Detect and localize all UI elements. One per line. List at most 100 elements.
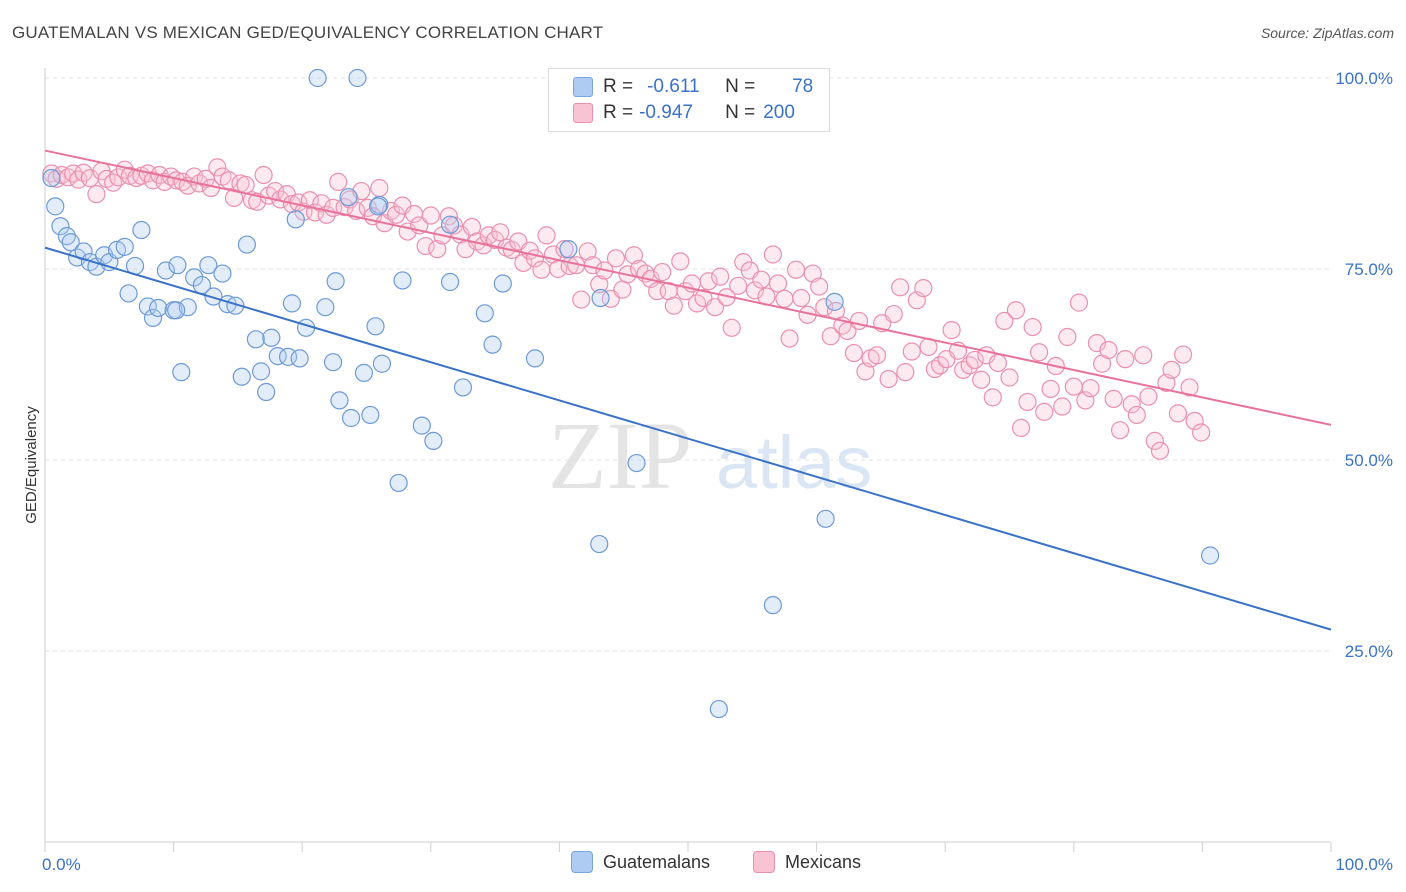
guatemalan-point	[268, 346, 287, 366]
mexican-point	[1174, 345, 1193, 364]
mexicans-points	[42, 158, 1211, 460]
guatemalan-point	[262, 328, 281, 347]
legend-item-guatemalans: Guatemalans	[571, 851, 710, 873]
watermark-zip: ZIP	[548, 402, 692, 509]
mexican-point	[768, 274, 788, 293]
mexican-point	[1069, 293, 1089, 312]
mexican-point	[653, 262, 672, 282]
guatemalan-point	[42, 168, 61, 188]
mexican-point	[254, 165, 273, 185]
mexican-point	[1087, 334, 1107, 353]
legend-label-guatemalans: Guatemalans	[603, 851, 711, 872]
legend-label-mexicans: Mexicans	[785, 851, 862, 872]
mexican-point	[606, 249, 626, 268]
mexican-point	[329, 172, 348, 192]
mexican-point	[879, 369, 898, 389]
mexican-point	[891, 278, 910, 297]
mexican-point	[1150, 441, 1170, 460]
mexican-point	[312, 194, 331, 213]
guatemalan-point	[559, 240, 578, 259]
mexican-point	[965, 350, 984, 370]
guatemalan-point	[143, 308, 163, 327]
x-tick-label: 0.0%	[42, 855, 81, 874]
mexican-point	[532, 260, 551, 279]
mexican-point	[1081, 379, 1100, 398]
guatemalan-point	[361, 405, 380, 425]
guatemalan-point	[372, 354, 392, 373]
guatemalan-point	[286, 210, 305, 229]
guatemalan-point	[393, 271, 412, 290]
mexican-point	[849, 311, 869, 331]
guatemalan-point	[290, 349, 309, 368]
mexican-point	[590, 275, 609, 294]
guatemalan-point	[185, 268, 204, 287]
guatemalan-point	[172, 363, 191, 382]
mexican-point	[1127, 405, 1146, 425]
guatemalan-point	[475, 304, 494, 323]
mexican-point	[1058, 327, 1077, 347]
guatemalan-point	[412, 416, 431, 435]
x-tick-label: 100.0%	[1335, 855, 1393, 874]
guatemalan-point	[46, 197, 65, 216]
guatemalan-point	[627, 453, 646, 473]
legend-swatch-guatemalans	[573, 77, 593, 97]
guatemalan-point	[348, 68, 367, 88]
mexican-point	[745, 281, 764, 300]
mexican-point	[386, 205, 406, 224]
axes	[44, 68, 1332, 852]
guatemalan-point	[525, 349, 545, 368]
mexican-point	[1064, 377, 1083, 396]
series-legend: Guatemalans Mexicans	[0, 851, 1406, 877]
mexican-point	[1134, 346, 1153, 365]
mexican-point	[1104, 389, 1123, 408]
mexican-point	[896, 363, 915, 382]
mexican-point	[613, 280, 632, 299]
guatemalan-point	[282, 294, 302, 313]
mexican-point	[942, 321, 961, 340]
legend-item-mexicans: Mexicans	[753, 851, 861, 873]
mexican-point	[109, 168, 128, 187]
guatemalan-point	[339, 188, 358, 207]
mexican-point	[1023, 317, 1042, 337]
guatemalan-point	[51, 217, 70, 236]
mexican-point	[572, 290, 591, 309]
guatemalan-point	[825, 292, 844, 311]
guatemalan-point	[366, 317, 385, 336]
legend-swatch-mexicans	[753, 851, 775, 873]
mexican-point	[1162, 360, 1181, 379]
guatemalan-point	[316, 298, 335, 317]
guatemalan-point	[213, 264, 232, 283]
mexican-point	[821, 327, 840, 346]
mexican-point	[1035, 402, 1054, 421]
guatemalan-point	[424, 431, 443, 450]
mexican-point	[664, 296, 683, 315]
mexican-point	[1122, 395, 1141, 414]
mexican-point	[1000, 368, 1019, 387]
mexican-point	[1041, 379, 1060, 399]
chart-source: Source: ZipAtlas.com	[1260, 25, 1394, 41]
mexican-point	[763, 245, 782, 264]
guatemalan-point	[246, 330, 266, 349]
guatemalan-point	[257, 382, 276, 402]
guatemalan-point	[156, 261, 175, 280]
mexican-point	[960, 356, 979, 375]
mexican-point	[1145, 431, 1164, 450]
y-tick-label: 75.0%	[1345, 260, 1393, 279]
mexican-point	[722, 318, 741, 337]
guatemalans-trend-line	[44, 246, 1332, 631]
y-tick-label: 100.0%	[1335, 69, 1393, 88]
mexican-point	[914, 279, 933, 298]
n-value: 200	[763, 102, 795, 123]
mexican-point	[208, 158, 227, 177]
chart-title: GUATEMALAN VS MEXICAN GED/EQUIVALENCY CO…	[12, 23, 604, 42]
mexican-point	[983, 388, 1002, 407]
y-axis-label: GED/Equivalency	[23, 406, 40, 524]
mexican-point	[815, 298, 834, 317]
guatemalan-point	[278, 347, 298, 366]
mexican-point	[884, 304, 903, 324]
legend-swatch-guatemalans	[571, 851, 593, 873]
guatemalan-point	[168, 256, 187, 275]
mexican-point	[1011, 418, 1031, 438]
guatemalan-point	[323, 353, 343, 372]
